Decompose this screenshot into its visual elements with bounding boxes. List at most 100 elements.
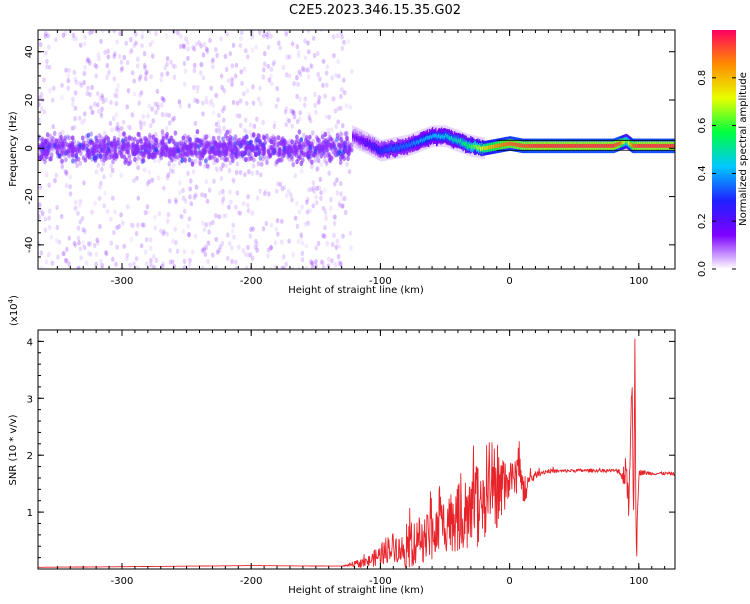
- noise-speckle: [107, 68, 112, 74]
- noise-speckle: [71, 158, 75, 164]
- ridge-cell: [363, 139, 365, 144]
- ridge-cell: [485, 146, 487, 150]
- noise-speckle: [336, 106, 341, 112]
- noise-speckle: [309, 186, 314, 192]
- noise-speckle: [129, 37, 133, 43]
- noise-speckle: [155, 107, 160, 113]
- x-tick-label: 0: [506, 276, 512, 287]
- x-tick-label: 0: [506, 576, 512, 587]
- ridge-cell: [509, 141, 511, 146]
- ridge-cell: [646, 143, 648, 148]
- noise-speckle: [276, 135, 281, 141]
- noise-speckle: [287, 147, 292, 153]
- noise-speckle: [338, 137, 343, 143]
- noise-speckle: [223, 157, 228, 163]
- noise-speckle: [134, 40, 138, 46]
- noise-speckle: [39, 250, 44, 256]
- noise-speckle: [276, 181, 280, 187]
- noise-speckle: [44, 172, 49, 178]
- ridge-cell: [580, 143, 582, 148]
- noise-speckle: [208, 154, 213, 160]
- noise-speckle: [261, 74, 266, 80]
- noise-speckle: [284, 261, 288, 267]
- ridge-cell: [549, 143, 551, 148]
- noise-speckle: [78, 202, 82, 208]
- noise-speckle: [72, 240, 77, 247]
- ridge-cell: [609, 143, 611, 148]
- noise-speckle: [173, 153, 178, 160]
- noise-speckle: [106, 54, 111, 60]
- noise-speckle: [250, 255, 255, 261]
- ridge-cell: [622, 140, 624, 145]
- noise-speckle: [136, 147, 140, 153]
- ridge-cell: [583, 143, 586, 148]
- noise-speckle: [213, 139, 217, 145]
- noise-speckle: [282, 146, 287, 152]
- noise-speckle: [259, 161, 264, 167]
- noise-speckle: [335, 238, 340, 244]
- noise-speckle: [178, 180, 182, 186]
- noise-speckle: [125, 147, 130, 154]
- noise-speckle: [143, 249, 148, 255]
- noise-speckle: [287, 238, 291, 244]
- ridge-cell: [624, 139, 626, 144]
- noise-speckle: [327, 142, 332, 148]
- ridge-cell: [466, 142, 468, 147]
- noise-speckle: [138, 136, 143, 142]
- noise-speckle: [242, 201, 246, 207]
- noise-speckle: [340, 196, 345, 202]
- noise-speckle: [338, 150, 343, 156]
- noise-speckle: [139, 125, 143, 131]
- noise-speckle: [77, 266, 82, 269]
- noise-speckle: [92, 149, 96, 155]
- noise-speckle: [334, 245, 339, 251]
- noise-speckle: [288, 147, 292, 153]
- noise-speckle: [254, 238, 258, 244]
- noise-speckle: [47, 182, 51, 188]
- noise-speckle: [175, 30, 180, 35]
- noise-speckle: [128, 50, 132, 56]
- noise-speckle: [131, 143, 135, 149]
- noise-speckle: [95, 153, 99, 159]
- ridge-cell: [366, 142, 368, 147]
- noise-speckle: [150, 106, 154, 112]
- noise-speckle: [321, 233, 325, 239]
- noise-speckle: [282, 140, 287, 147]
- noise-speckle: [235, 161, 240, 167]
- noise-speckle: [298, 96, 302, 102]
- noise-speckle: [292, 110, 296, 116]
- noise-speckle: [65, 134, 70, 140]
- noise-speckle: [254, 137, 258, 143]
- noise-speckle: [114, 261, 118, 267]
- noise-speckle: [49, 138, 54, 144]
- ridge-cell: [521, 143, 523, 148]
- noise-speckle: [298, 143, 303, 150]
- noise-speckle: [242, 150, 247, 156]
- noise-speckle: [261, 156, 265, 162]
- noise-speckle: [66, 148, 70, 154]
- noise-speckle: [255, 195, 260, 201]
- ridge-cell: [365, 142, 367, 147]
- noise-speckle: [67, 67, 71, 73]
- noise-speckle: [119, 151, 124, 157]
- noise-speckle: [78, 42, 83, 48]
- noise-speckle: [327, 114, 331, 120]
- noise-speckle: [73, 76, 78, 82]
- ridge-cell: [369, 142, 371, 146]
- noise-speckle: [334, 72, 338, 78]
- noise-speckle: [50, 97, 55, 103]
- noise-speckle: [152, 253, 156, 260]
- noise-speckle: [49, 156, 53, 162]
- noise-speckle: [150, 177, 155, 183]
- noise-speckle: [132, 78, 136, 84]
- noise-speckle: [73, 158, 78, 165]
- noise-speckle: [92, 242, 97, 248]
- noise-speckle: [343, 141, 347, 147]
- noise-speckle: [116, 144, 121, 150]
- ridge-cell: [481, 145, 483, 155]
- noise-speckle: [141, 158, 146, 164]
- noise-speckle: [165, 56, 170, 62]
- noise-speckle: [83, 64, 87, 71]
- noise-speckle: [70, 152, 75, 158]
